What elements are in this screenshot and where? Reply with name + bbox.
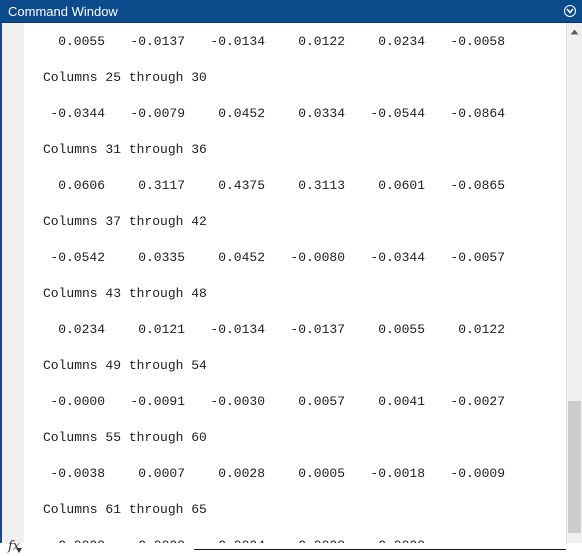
output-value: -0.0079 [130, 106, 185, 121]
output-value: -0.0864 [450, 106, 505, 121]
output-value: -0.0544 [370, 106, 425, 121]
command-output[interactable]: 0.0055 -0.0137 -0.0134 0.0122 0.0234 -0.0058 C… [24, 23, 566, 555]
columns-header: Columns 55 through 60 [43, 430, 207, 445]
fx-arrow-icon [16, 548, 22, 553]
output-value: 0.0234 [58, 322, 105, 337]
output-row: 0.0234 0.0121 -0.0134 -0.0137 0.0055 0.0122 [24, 322, 524, 338]
columns-header: Columns 25 through 30 [43, 70, 207, 85]
output-value: 0.0057 [298, 394, 345, 409]
output-row: 0.0606 0.3117 0.4375 0.3113 0.0601 -0.0865 [24, 178, 524, 194]
output-value: 0.0055 [378, 322, 425, 337]
output-value: -0.0091 [130, 394, 185, 409]
vertical-scrollbar[interactable] [566, 23, 582, 543]
command-window-titlebar: Command Window [0, 0, 582, 23]
triangle-up-icon[interactable] [570, 29, 579, 35]
output-value: 0.0121 [138, 322, 185, 337]
output-value: 0.4375 [218, 178, 265, 193]
left-gutter [0, 23, 24, 543]
output-row: -0.0000 -0.0091 -0.0030 0.0057 0.0041 -0.0027 [24, 394, 524, 410]
output-value: -0.0027 [450, 394, 505, 409]
output-value: -0.0057 [450, 250, 505, 265]
window-title: Command Window [8, 4, 118, 19]
output-value: -0.0344 [50, 106, 105, 121]
output-value: 0.0041 [378, 394, 425, 409]
fx-icon[interactable]: fx [8, 539, 21, 554]
output-value: -0.0000 [50, 394, 105, 409]
columns-header: Columns 61 through 65 [43, 502, 207, 517]
columns-header: Columns 31 through 36 [43, 142, 207, 157]
columns-header: Columns 49 through 54 [43, 358, 207, 373]
output-value: 0.3117 [138, 178, 185, 193]
scrollbar-thumb[interactable] [568, 401, 581, 533]
output-value: 0.0122 [458, 322, 505, 337]
output-value: -0.0009 [450, 466, 505, 481]
output-value: -0.0344 [370, 250, 425, 265]
output-row: 0.0055 -0.0137 -0.0134 0.0122 0.0234 -0.0058 [24, 34, 524, 50]
chevron-down-circle-icon[interactable] [564, 5, 576, 17]
output-value: 0.0334 [298, 106, 345, 121]
output-value: 0.0601 [378, 178, 425, 193]
output-value: 0.3113 [298, 178, 345, 193]
output-value: 0.0005 [298, 466, 345, 481]
output-value: -0.0058 [450, 34, 505, 49]
output-value: -0.0134 [210, 34, 265, 49]
output-value: 0.0055 [58, 34, 105, 49]
output-value: 0.0335 [138, 250, 185, 265]
output-value: -0.0080 [290, 250, 345, 265]
output-value: -0.0018 [370, 466, 425, 481]
output-value: -0.0865 [450, 178, 505, 193]
output-value: 0.0606 [58, 178, 105, 193]
output-value: 0.0452 [218, 250, 265, 265]
output-value: 0.0122 [298, 34, 345, 49]
command-prompt-bar[interactable]: fx [0, 539, 582, 556]
output-row: -0.0344 -0.0079 0.0452 0.0334 -0.0544 -0.0864 [24, 106, 524, 122]
output-value: 0.0007 [138, 466, 185, 481]
columns-header: Columns 37 through 42 [43, 214, 207, 229]
output-value: -0.0137 [290, 322, 345, 337]
output-value: -0.0542 [50, 250, 105, 265]
prompt-underline [194, 549, 566, 550]
columns-header: Columns 43 through 48 [43, 286, 207, 301]
output-value: -0.0038 [50, 466, 105, 481]
output-value: -0.0030 [210, 394, 265, 409]
output-value: -0.0134 [210, 322, 265, 337]
output-value: 0.0452 [218, 106, 265, 121]
output-row: -0.0542 0.0335 0.0452 -0.0080 -0.0344 -0.0057 [24, 250, 524, 266]
output-value: 0.0028 [218, 466, 265, 481]
output-value: 0.0234 [378, 34, 425, 49]
output-row: -0.0038 0.0007 0.0028 0.0005 -0.0018 -0.0009 [24, 466, 524, 482]
output-value: -0.0137 [130, 34, 185, 49]
